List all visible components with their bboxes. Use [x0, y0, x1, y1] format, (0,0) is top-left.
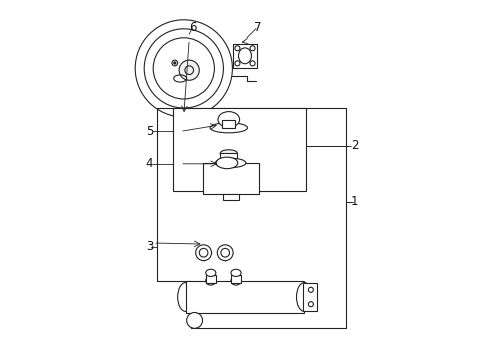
Ellipse shape	[206, 276, 216, 285]
Circle shape	[217, 245, 233, 261]
Ellipse shape	[296, 283, 312, 311]
Ellipse shape	[239, 48, 251, 64]
Text: 6: 6	[189, 21, 196, 33]
Ellipse shape	[231, 276, 241, 285]
Bar	[206, 275, 216, 283]
Bar	[203, 163, 259, 194]
Circle shape	[196, 245, 212, 261]
Bar	[222, 194, 239, 200]
Circle shape	[308, 302, 314, 307]
Text: 1: 1	[351, 195, 359, 208]
Circle shape	[250, 46, 255, 51]
Ellipse shape	[231, 269, 241, 276]
Circle shape	[221, 248, 229, 257]
Circle shape	[174, 62, 176, 64]
Text: 5: 5	[146, 125, 153, 138]
Ellipse shape	[220, 150, 238, 157]
Bar	[231, 275, 241, 283]
Ellipse shape	[216, 157, 238, 169]
Bar	[173, 108, 306, 191]
Bar	[233, 44, 257, 68]
Bar	[222, 120, 235, 128]
Circle shape	[179, 60, 199, 80]
Circle shape	[235, 46, 240, 51]
Ellipse shape	[206, 269, 216, 276]
Circle shape	[199, 248, 208, 257]
Text: 7: 7	[254, 21, 261, 33]
Bar	[220, 153, 238, 174]
Ellipse shape	[218, 112, 240, 127]
Circle shape	[250, 61, 255, 66]
Text: 4: 4	[146, 157, 153, 170]
Text: 2: 2	[351, 139, 359, 152]
Ellipse shape	[210, 123, 247, 133]
Text: 3: 3	[146, 240, 153, 253]
Ellipse shape	[215, 158, 246, 168]
Ellipse shape	[220, 171, 238, 178]
Circle shape	[187, 312, 202, 328]
Ellipse shape	[178, 283, 194, 311]
Circle shape	[235, 61, 240, 66]
Bar	[303, 283, 317, 311]
Circle shape	[308, 287, 314, 292]
Bar	[186, 281, 304, 313]
Circle shape	[172, 60, 178, 66]
